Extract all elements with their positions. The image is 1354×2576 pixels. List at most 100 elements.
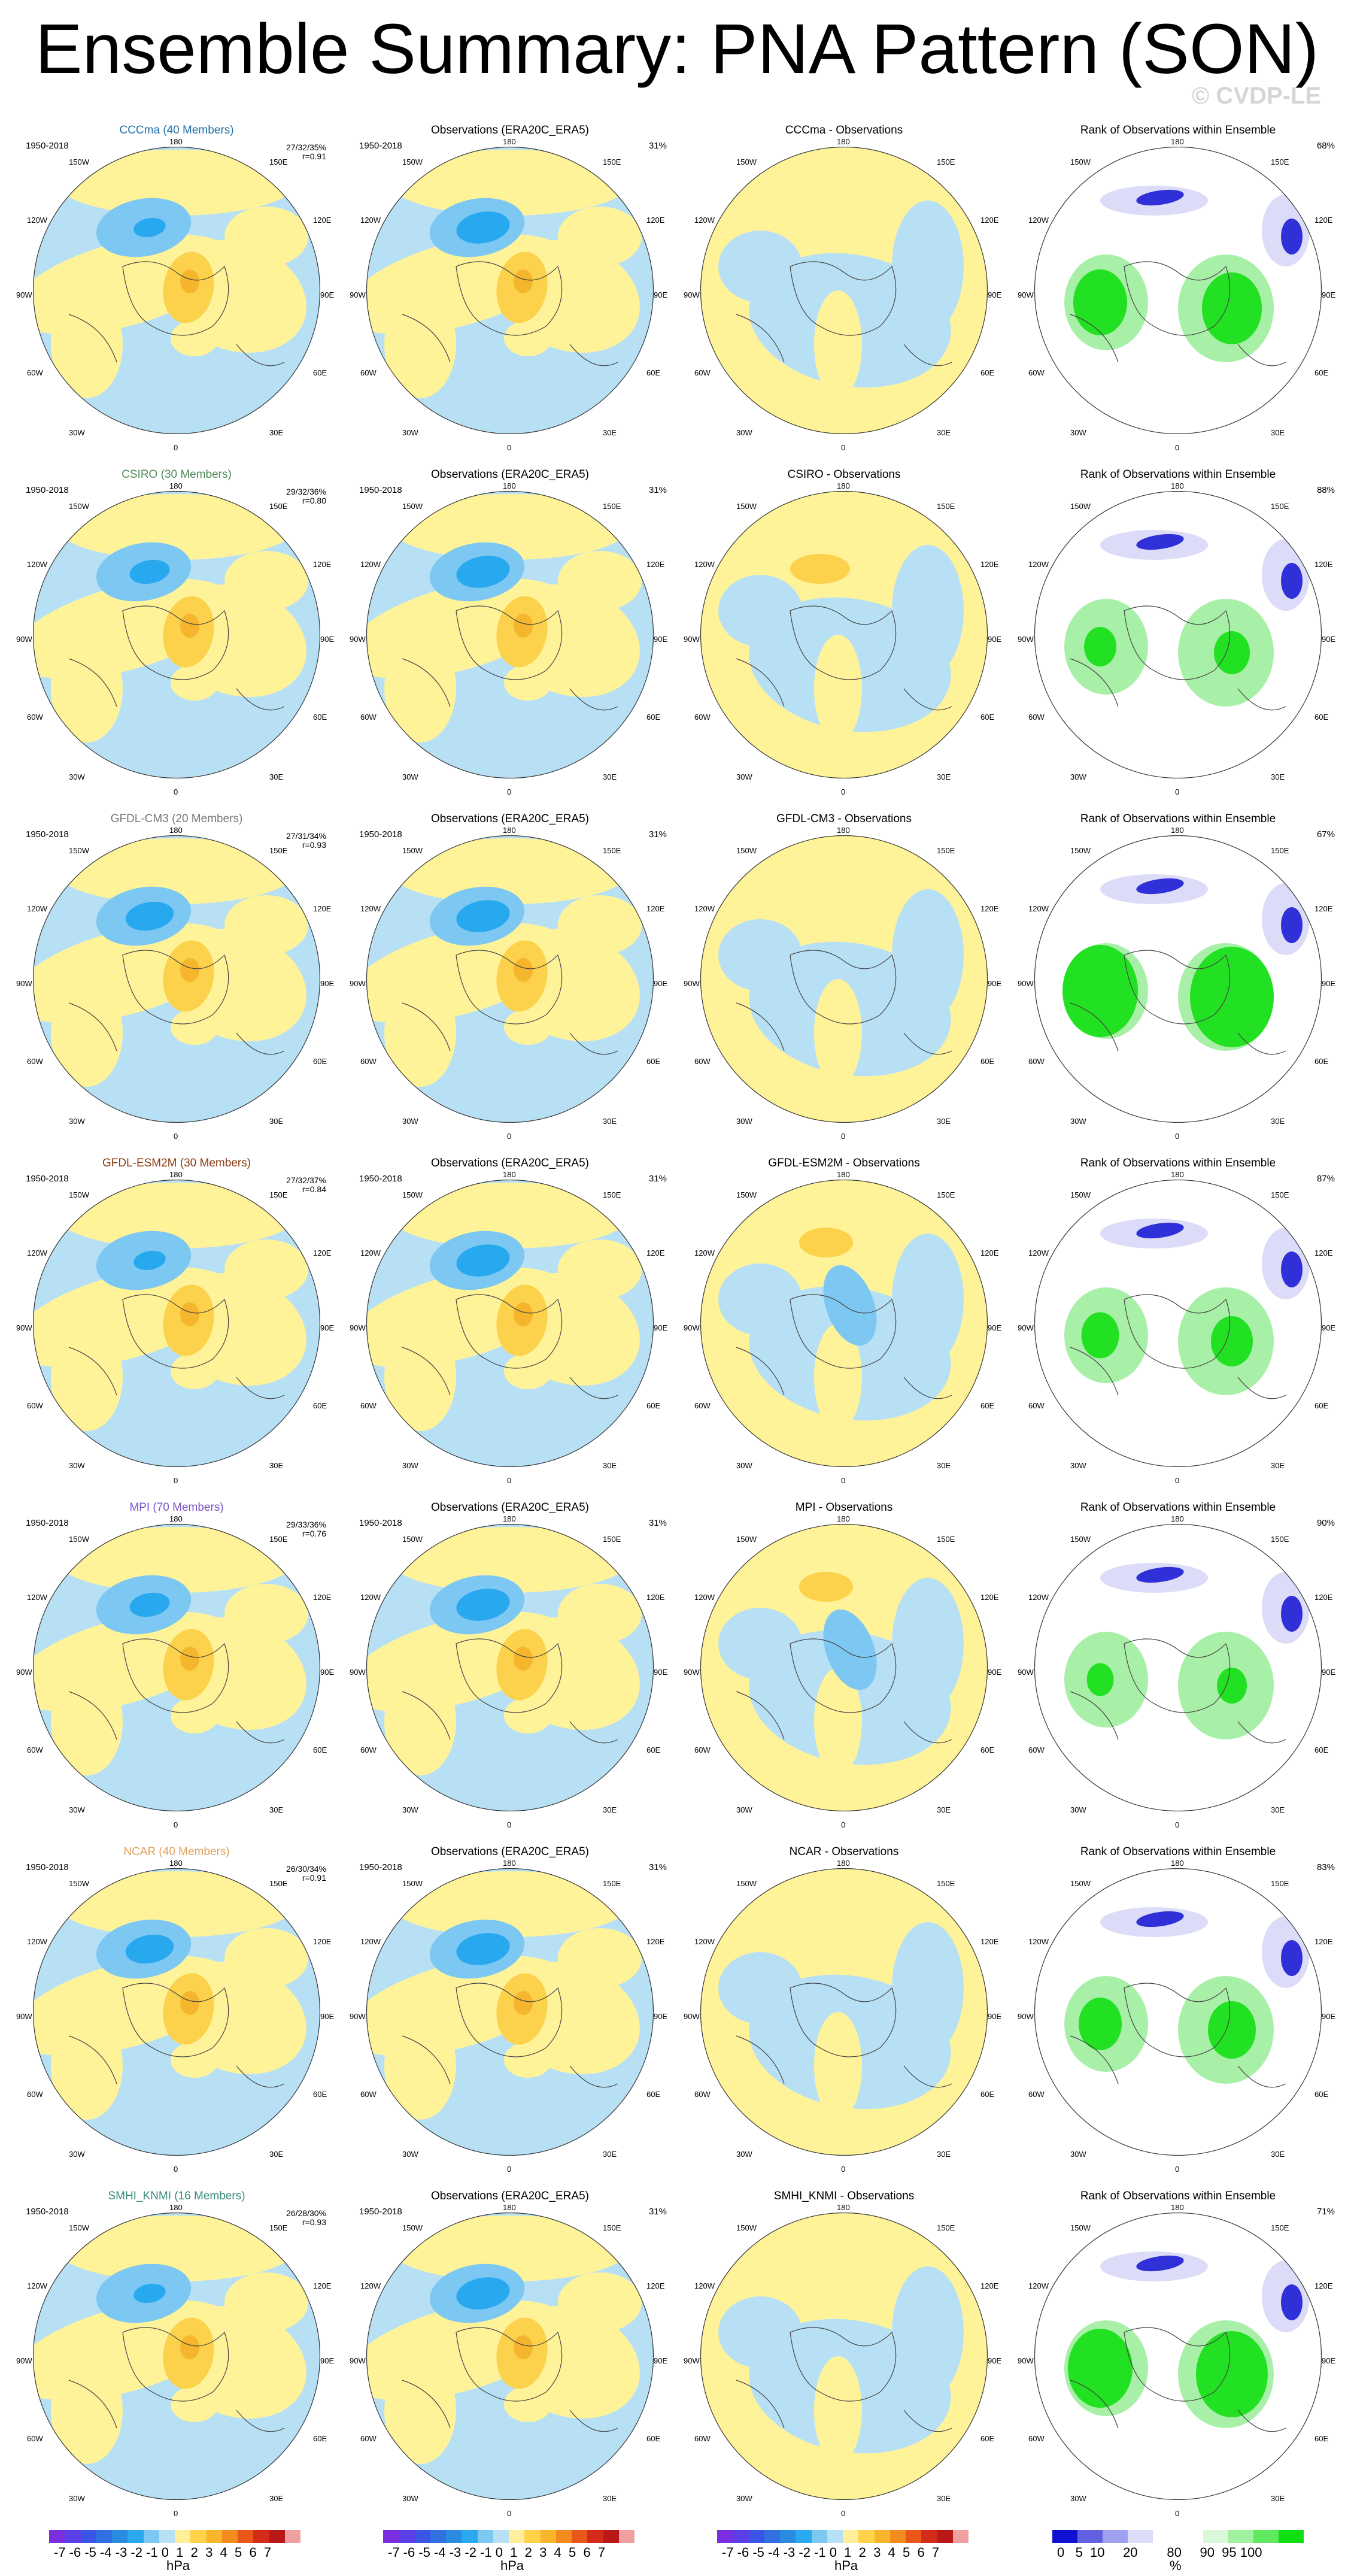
map-panel-diff: GFDL-ESM2M - Observations 180 150W 150E 120W… — [684, 1157, 1012, 1491]
lon-label-sw: 30W — [1070, 772, 1086, 781]
lon-label-wnw: 120W — [27, 1593, 47, 1602]
lon-label-sw: 30W — [1070, 1805, 1086, 1814]
polar-map-obs — [366, 147, 654, 434]
colorbar-cell — [603, 2530, 619, 2543]
lon-label-wnw: 120W — [694, 904, 715, 913]
lon-label-wsw: 60W — [27, 2090, 43, 2099]
lon-label-w: 90W — [1018, 635, 1034, 644]
colorbar-cell — [190, 2530, 207, 2543]
lon-label-ne: 150E — [269, 502, 288, 511]
colorbar-cell — [811, 2530, 827, 2543]
lon-label-se: 30E — [269, 1805, 284, 1814]
polar-map-model — [33, 1524, 320, 1811]
rank-percent: 87% — [1316, 1174, 1335, 1184]
lon-label-nw: 150W — [69, 846, 89, 855]
lon-label-s: 0 — [174, 1132, 178, 1141]
lon-label-wsw: 60W — [1028, 1401, 1045, 1410]
panel-title-diff: GFDL-CM3 - Observations — [776, 813, 912, 825]
lon-label-wnw: 120W — [27, 560, 47, 569]
years-label: 1950-2018 — [26, 1518, 69, 1528]
lon-label-se: 30E — [269, 1117, 284, 1126]
polar-map-obs — [366, 1180, 654, 1467]
lon-label-sw: 30W — [402, 1805, 418, 1814]
lon-label-se: 30E — [1271, 428, 1285, 437]
map-panel-diff: GFDL-CM3 - Observations 180 150W 150E 120W 12… — [684, 813, 1012, 1147]
lon-label-sw: 30W — [736, 1461, 752, 1470]
lon-label-se: 30E — [937, 1805, 951, 1814]
lon-label-wnw: 120W — [694, 560, 715, 569]
map-panel-rank: Rank of Observations within Ensemble 90% 1… — [1018, 1501, 1346, 1835]
lon-label-sw: 30W — [1070, 1461, 1086, 1470]
colorbar-unit: hPa — [166, 2558, 190, 2573]
lon-label-ene: 120E — [646, 1593, 665, 1602]
polar-map-model — [33, 147, 320, 434]
stats-spread: 29/33/36% — [286, 1520, 326, 1529]
lon-label-e: 90E — [1322, 2356, 1336, 2365]
panel-title-rank: Rank of Observations within Ensemble — [1080, 2190, 1276, 2202]
colorbar-ticks: -7 -6 -5 -4 -3 -2 -1 0 1 2 3 4 5 6 7 — [722, 2545, 940, 2560]
colorbar-cell — [889, 2530, 906, 2543]
years-label: 1950-2018 — [26, 1862, 69, 1872]
lon-label-se: 30E — [603, 1805, 617, 1814]
lon-label-wsw: 60W — [1028, 713, 1045, 722]
lon-label-ene: 120E — [313, 2281, 332, 2290]
lon-label-wsw: 60W — [360, 2434, 377, 2443]
lon-label-ne: 150E — [269, 157, 288, 166]
polar-map-diff — [700, 1180, 988, 1467]
lon-label-ne: 150E — [603, 1190, 621, 1199]
stats-spread: 29/32/36% — [286, 487, 326, 496]
colorbar-cell — [780, 2530, 796, 2543]
lon-label-nw: 150W — [69, 2223, 89, 2232]
lon-label-w: 90W — [350, 979, 366, 988]
panel-title-diff: CCCma - Observations — [785, 124, 903, 137]
map-panel-model: MPI (70 Members) 1950-2018 29/33/36% r=0.76… — [16, 1501, 344, 1835]
colorbar-cell — [49, 2530, 65, 2543]
lon-label-nw: 150W — [1070, 1879, 1091, 1888]
stats-spread: 27/31/34% — [286, 831, 326, 841]
lon-label-esw: 60E — [1314, 2434, 1329, 2443]
map-panel-model: NCAR (40 Members) 1950-2018 26/30/34% r=0.9… — [16, 1845, 344, 2180]
colorbar-cell — [717, 2530, 733, 2543]
polar-map-model — [33, 1180, 320, 1467]
colorbar-cell — [858, 2530, 875, 2543]
colorbar-cell — [206, 2530, 222, 2543]
panel-title-model: GFDL-CM3 (20 Members) — [110, 813, 243, 825]
stats-spread: 26/30/34% — [286, 1864, 326, 1874]
lon-label-e: 90E — [320, 979, 335, 988]
rank-percent: 68% — [1316, 141, 1335, 151]
stats-correlation: r=0.84 — [302, 1184, 326, 1194]
lon-label-sw: 30W — [736, 428, 752, 437]
lon-label-nw: 150W — [1070, 157, 1091, 166]
colorbar-cell — [112, 2530, 128, 2543]
lon-label-nw: 150W — [69, 1535, 89, 1544]
lon-label-e: 90E — [1322, 2012, 1336, 2021]
panel-title-obs: Observations (ERA20C_ERA5) — [431, 1501, 589, 1514]
lon-label-sw: 30W — [402, 772, 418, 781]
stats-correlation: r=0.93 — [302, 840, 326, 850]
lon-label-esw: 60E — [1314, 1057, 1329, 1066]
years-label: 1950-2018 — [359, 829, 402, 840]
lon-label-ene: 120E — [313, 216, 332, 225]
lon-label-n: 180 — [503, 2203, 516, 2212]
lon-label-w: 90W — [1018, 1323, 1034, 1332]
panel-title-model: SMHI_KNMI (16 Members) — [108, 2190, 245, 2202]
years-label: 1950-2018 — [26, 829, 69, 840]
lon-label-s: 0 — [841, 787, 846, 796]
lon-label-nw: 150W — [1070, 2223, 1091, 2232]
lon-label-e: 90E — [1322, 1668, 1336, 1677]
map-panel-model: CCCma (40 Members) 1950-2018 27/32/35% r=0.… — [16, 124, 344, 458]
watermark: © CVDP-LE — [1191, 83, 1321, 109]
lon-label-ne: 150E — [937, 2223, 955, 2232]
map-panel-obs: Observations (ERA20C_ERA5) 1950-2018 31% 18… — [350, 124, 678, 458]
stats-correlation: r=0.93 — [302, 2217, 326, 2227]
lon-label-ne: 150E — [937, 157, 955, 166]
lon-label-s: 0 — [174, 2165, 178, 2174]
lon-label-e: 90E — [988, 1668, 1002, 1677]
lon-label-ne: 150E — [1271, 157, 1289, 166]
colorbar-cell — [1052, 2530, 1077, 2543]
polar-map-rank — [1034, 1180, 1322, 1467]
polar-map-obs — [366, 835, 654, 1123]
lon-label-esw: 60E — [1314, 2090, 1329, 2099]
lon-label-w: 90W — [350, 1668, 366, 1677]
lon-label-wnw: 120W — [360, 904, 381, 913]
